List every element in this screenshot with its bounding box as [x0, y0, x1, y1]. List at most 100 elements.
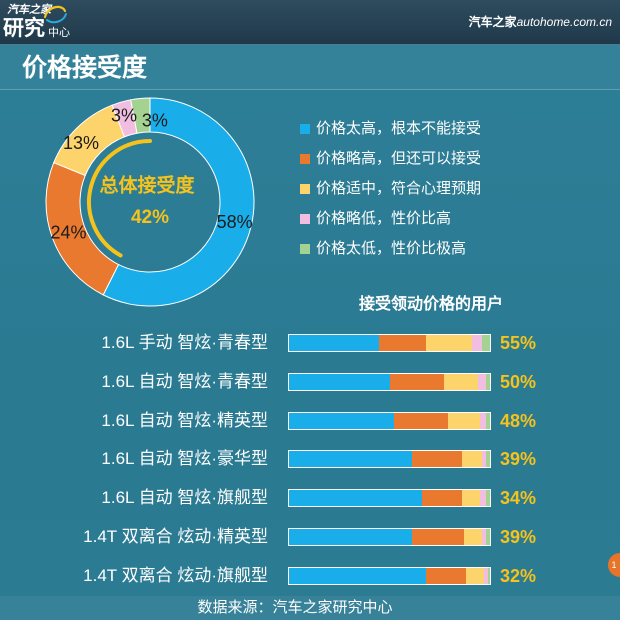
- bar-segment: [479, 490, 486, 507]
- bar-data-label: 50%: [500, 371, 536, 393]
- bar-row: 1.6L 自动 智炫·青春型 50%: [0, 371, 620, 393]
- legend-swatch: [300, 214, 310, 224]
- bar-row: 1.4T 双离合 炫动·旗舰型 32%: [0, 565, 620, 587]
- legend-label: 价格太高，根本不能接受: [316, 120, 482, 137]
- brand-watermark: 汽车之家autohome.com.cn: [469, 14, 612, 30]
- bar-segment: [485, 490, 490, 507]
- donut-slice-label: 24%: [50, 222, 86, 242]
- data-source: 数据来源：汽车之家研究中心: [197, 599, 393, 616]
- bar-segment: [481, 451, 486, 468]
- logo-top-text: 汽车之家: [7, 4, 51, 16]
- data-label-value: 55: [500, 333, 521, 353]
- legend-item: 价格略高，但还可以接受: [300, 148, 520, 178]
- legend-swatch: [300, 184, 310, 194]
- bar-segment: [465, 567, 484, 584]
- bar-segment: [425, 335, 472, 351]
- bar-segment: [411, 451, 462, 468]
- bar-segment: [485, 412, 490, 429]
- logo-sub-text: 中心: [48, 27, 70, 39]
- data-label-unit: %: [520, 371, 537, 392]
- donut-slice-label: 3%: [111, 105, 137, 125]
- data-label-value: 32: [500, 565, 521, 586]
- bar-category-label: 1.6L 自动 智炫·旗舰型: [101, 488, 268, 508]
- bar-data-label: 39%: [500, 526, 536, 548]
- footer-band: [0, 596, 620, 620]
- data-label-value: 39: [500, 527, 521, 548]
- bar-segment: [461, 490, 480, 507]
- bar-row: 1.6L 自动 智炫·旗舰型 34%: [0, 487, 620, 509]
- header-bar: 汽车之家 研究 中心 汽车之家autohome.com.cn: [0, 0, 620, 45]
- bar-segment: [461, 451, 482, 468]
- bar-data-label: 34%: [500, 487, 536, 509]
- bar-row: 1.6L 自动 智炫·豪华型 39%: [0, 448, 620, 470]
- legend-swatch: [300, 124, 310, 134]
- slice-unit: %: [237, 212, 253, 232]
- data-label-unit: %: [520, 333, 537, 353]
- bar-segment: [289, 490, 422, 507]
- bar-segment: [471, 335, 482, 351]
- legend-swatch: [300, 244, 310, 254]
- data-label-value: 39: [500, 449, 521, 470]
- stacked-bar-chart: 1.6L 手动 智炫·青春型 55% 1.6L 自动 智炫·青春型 50% 1.6L 自…: [0, 320, 620, 596]
- bar-segment: [289, 335, 380, 351]
- bar-data-label: 48%: [500, 410, 536, 432]
- bar-segment: [463, 529, 482, 546]
- bar-segment: [289, 451, 412, 468]
- bar-category-label: 1.6L 自动 智炫·青春型: [101, 371, 268, 391]
- legend-label: 价格适中，符合心理预期: [316, 180, 482, 197]
- bar-category-label: 1.4T 双离合 炫动·旗舰型: [83, 565, 268, 585]
- legend-item: 价格太高，根本不能接受: [300, 118, 520, 148]
- stacked-bar: [288, 334, 491, 352]
- bar-segment: [425, 567, 466, 584]
- slice-unit: %: [83, 133, 99, 153]
- bar-row: 1.6L 手动 智炫·青春型 55%: [0, 332, 620, 354]
- legend: 价格太高，根本不能接受 价格略高，但还可以接受 价格适中，符合心理预期 价格略低…: [300, 118, 520, 268]
- brand-url: autohome.com.cn: [516, 15, 612, 29]
- bar-segment: [289, 373, 390, 390]
- page-title: 价格接受度: [22, 54, 148, 82]
- bar-segment: [481, 529, 486, 546]
- legend-label: 价格略低，性价比高: [316, 210, 452, 227]
- bar-segment: [481, 335, 490, 351]
- donut-slices: [45, 97, 255, 307]
- donut-slice-label: 3%: [142, 110, 168, 130]
- donut-center-label: 总体接受度: [99, 174, 195, 197]
- donut-slice-label: 58%: [217, 212, 253, 232]
- logo-main-text: 研究: [3, 17, 45, 40]
- title-band: [0, 45, 620, 90]
- donut-slice-label: 13%: [63, 133, 99, 153]
- bar-row: 1.6L 自动 智炫·精英型 48%: [0, 410, 620, 432]
- bar-segment: [477, 373, 486, 390]
- donut-slice: [102, 97, 255, 307]
- donut-chart: 58%24%13%3% 3% 总体接受度 42%: [45, 97, 255, 307]
- brand-name: 汽车之家: [468, 15, 517, 29]
- donut-center-value: 42%: [131, 207, 169, 228]
- bar-category-label: 1.6L 自动 智炫·精英型: [101, 410, 268, 430]
- bar-segment: [393, 412, 448, 429]
- data-label-value: 34: [500, 488, 521, 509]
- data-label-unit: %: [520, 565, 537, 586]
- data-label-value: 48: [500, 410, 521, 431]
- data-label-value: 50: [500, 371, 521, 392]
- slice-value: 13: [63, 133, 83, 153]
- legend-label: 价格太低，性价比极高: [316, 240, 467, 257]
- legend-label: 价格略高，但还可以接受: [316, 150, 482, 167]
- stacked-bar: [288, 411, 491, 430]
- bar-segment: [479, 412, 486, 429]
- slice-value: 3: [142, 110, 152, 130]
- bar-segment: [483, 567, 488, 584]
- slice-unit: %: [152, 110, 168, 130]
- stacked-bar: [288, 372, 491, 391]
- slice-unit: %: [71, 222, 87, 242]
- stacked-bar: [288, 528, 491, 547]
- center-value-number: 42: [131, 207, 152, 228]
- stacked-bar: [288, 450, 491, 469]
- bar-category-label: 1.6L 自动 智炫·豪华型: [101, 449, 268, 469]
- bar-segment: [485, 529, 490, 546]
- bar-segment: [389, 373, 444, 390]
- legend-item: 价格适中，符合心理预期: [300, 178, 520, 208]
- data-label-unit: %: [520, 527, 537, 548]
- slice-value: 58: [217, 212, 237, 232]
- bar-segment: [485, 373, 490, 390]
- bar-segment: [443, 373, 478, 390]
